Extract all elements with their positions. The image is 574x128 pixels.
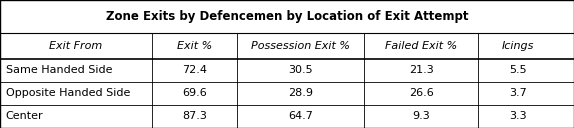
Text: Center: Center xyxy=(6,111,44,121)
Text: Icings: Icings xyxy=(502,41,534,51)
Text: Exit From: Exit From xyxy=(49,41,103,51)
Text: 28.9: 28.9 xyxy=(288,88,313,98)
Text: Same Handed Side: Same Handed Side xyxy=(6,65,113,75)
Text: 5.5: 5.5 xyxy=(510,65,527,75)
Text: 3.3: 3.3 xyxy=(510,111,527,121)
Text: 64.7: 64.7 xyxy=(288,111,313,121)
Text: 26.6: 26.6 xyxy=(409,88,434,98)
Text: Exit %: Exit % xyxy=(177,41,212,51)
Text: Zone Exits by Defencemen by Location of Exit Attempt: Zone Exits by Defencemen by Location of … xyxy=(106,10,468,23)
Text: 9.3: 9.3 xyxy=(413,111,430,121)
Text: 21.3: 21.3 xyxy=(409,65,434,75)
Text: Possession Exit %: Possession Exit % xyxy=(251,41,350,51)
Text: 72.4: 72.4 xyxy=(182,65,207,75)
Text: 3.7: 3.7 xyxy=(510,88,527,98)
Text: 87.3: 87.3 xyxy=(182,111,207,121)
Text: 69.6: 69.6 xyxy=(182,88,207,98)
Text: 30.5: 30.5 xyxy=(289,65,313,75)
Text: Opposite Handed Side: Opposite Handed Side xyxy=(6,88,130,98)
Text: Failed Exit %: Failed Exit % xyxy=(385,41,457,51)
